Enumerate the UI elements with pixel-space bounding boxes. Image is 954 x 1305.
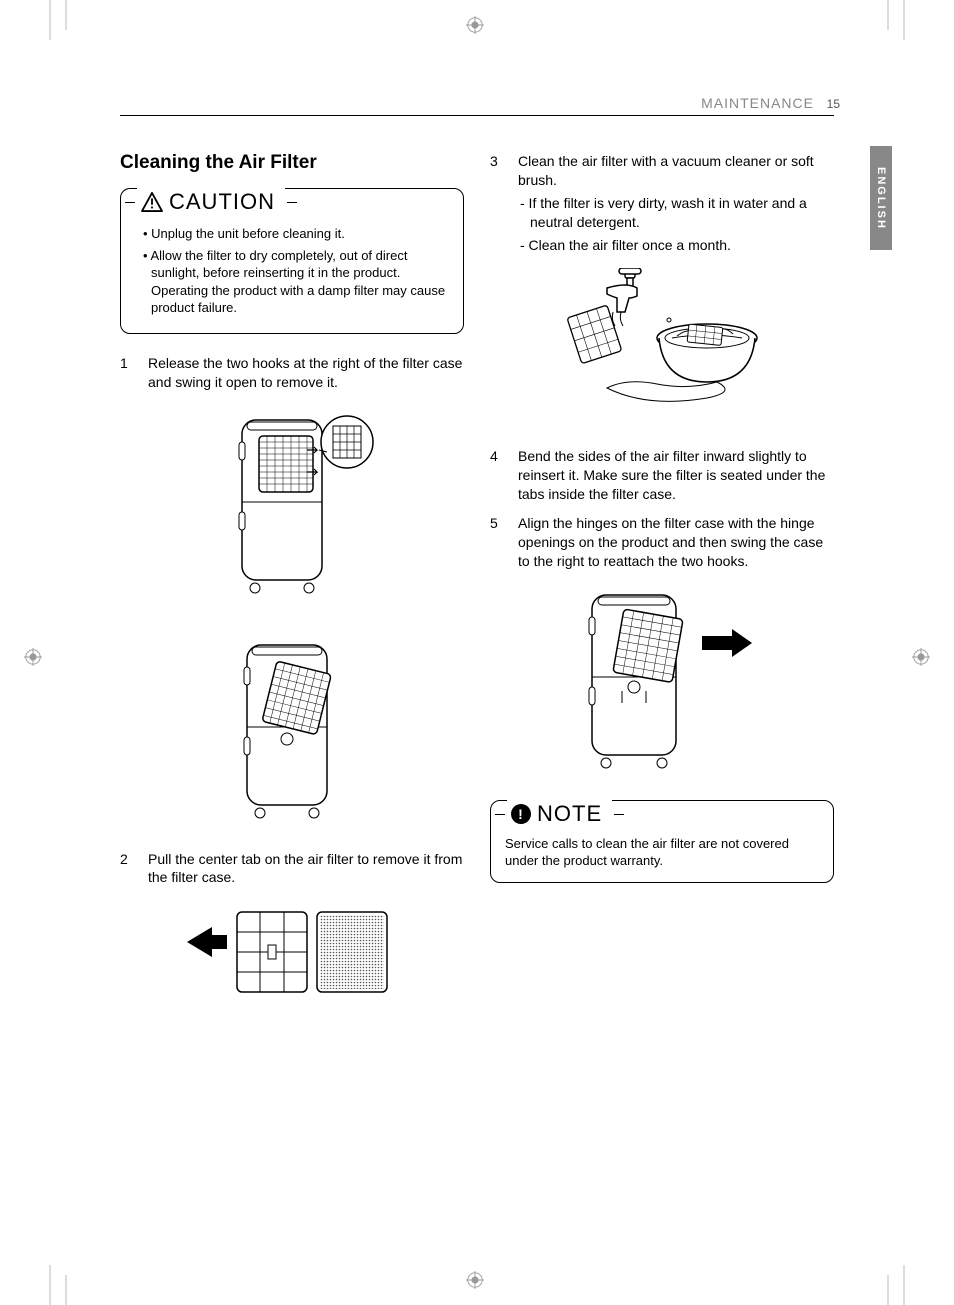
illustration-step5 — [490, 581, 834, 776]
step-number: 2 — [120, 850, 136, 888]
column-left: Cleaning the Air Filter CAUTION Unplug t… — [120, 152, 464, 1036]
step-number: 4 — [490, 447, 506, 504]
step-1: 1 Release the two hooks at the right of … — [120, 354, 464, 392]
step-2: 2 Pull the center tab on the air filter … — [120, 850, 464, 888]
reg-mark-bottom — [466, 1271, 484, 1289]
caution-label: CAUTION — [137, 187, 285, 217]
step-text: Bend the sides of the air filter inward … — [518, 447, 834, 504]
step-sub: - If the filter is very dirty, wash it i… — [518, 194, 834, 232]
step-4: 4 Bend the sides of the air filter inwar… — [490, 447, 834, 504]
info-icon: ! — [511, 804, 531, 824]
crop-bot-left-b — [56, 1275, 76, 1305]
header: MAINTENANCE 15 — [120, 90, 834, 116]
step-text: Pull the center tab on the air filter to… — [148, 850, 464, 888]
illustration-step1 — [120, 402, 464, 607]
reg-mark-right — [912, 648, 930, 666]
reg-mark-left — [24, 648, 42, 666]
crop-top-right-b — [878, 0, 898, 30]
step-5: 5 Align the hinges on the filter case wi… — [490, 514, 834, 571]
step-number: 5 — [490, 514, 506, 571]
note-text: Service calls to clean the air filter ar… — [505, 835, 819, 870]
step-3: 3 Clean the air filter with a vacuum cle… — [490, 152, 834, 258]
illustration-step1b — [120, 631, 464, 826]
crop-top-left-b — [56, 0, 76, 30]
step-text: Align the hinges on the filter case with… — [518, 514, 834, 571]
language-tab: ENGLISH — [870, 146, 892, 250]
caution-bullet: Unplug the unit before cleaning it. — [139, 225, 449, 243]
page-number: 15 — [827, 97, 840, 111]
reg-mark-top — [466, 16, 484, 34]
note-label-text: NOTE — [537, 799, 602, 829]
step-number: 1 — [120, 354, 136, 392]
note-box: ! NOTE Service calls to clean the air fi… — [490, 800, 834, 883]
step-text: Clean the air filter with a vacuum clean… — [518, 153, 814, 188]
illustration-step3 — [490, 268, 834, 423]
caution-label-text: CAUTION — [169, 187, 275, 217]
header-section: MAINTENANCE — [701, 95, 814, 111]
crop-bot-right-b — [878, 1275, 898, 1305]
caution-bullet: Allow the filter to dry completely, out … — [139, 247, 449, 317]
step-text: Release the two hooks at the right of th… — [148, 354, 464, 392]
illustration-step2 — [120, 897, 464, 1012]
caution-box: CAUTION Unplug the unit before cleaning … — [120, 188, 464, 334]
warning-icon — [141, 192, 163, 212]
step-sub: - Clean the air filter once a month. — [518, 236, 834, 255]
column-right: 3 Clean the air filter with a vacuum cle… — [490, 152, 834, 1036]
section-title: Cleaning the Air Filter — [120, 152, 464, 174]
step-number: 3 — [490, 152, 506, 258]
note-label: ! NOTE — [507, 799, 612, 829]
page-content: MAINTENANCE 15 Cleaning the Air Filter C… — [120, 90, 834, 1245]
